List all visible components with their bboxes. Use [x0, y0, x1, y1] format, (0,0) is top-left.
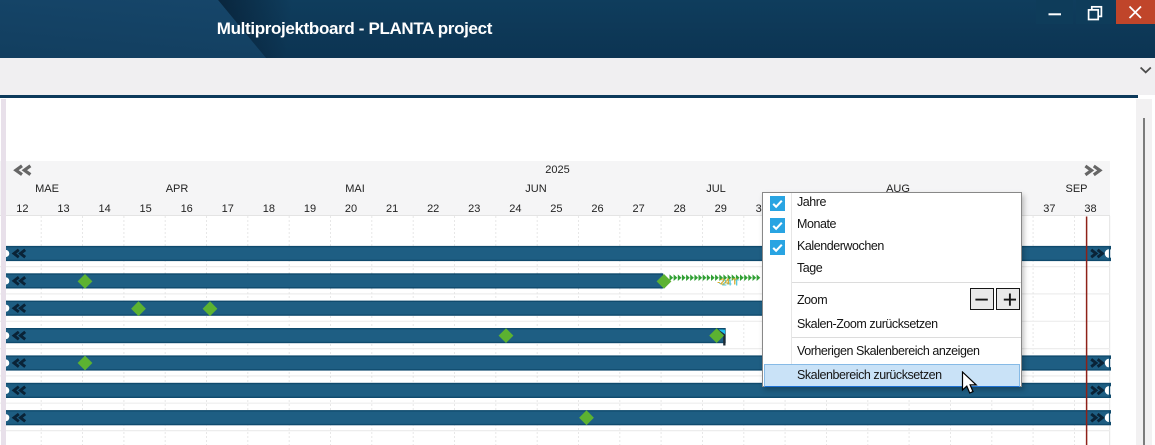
- svg-text:-24 T: -24 T: [717, 277, 738, 287]
- svg-text:-24 T: -24 T: [719, 278, 740, 288]
